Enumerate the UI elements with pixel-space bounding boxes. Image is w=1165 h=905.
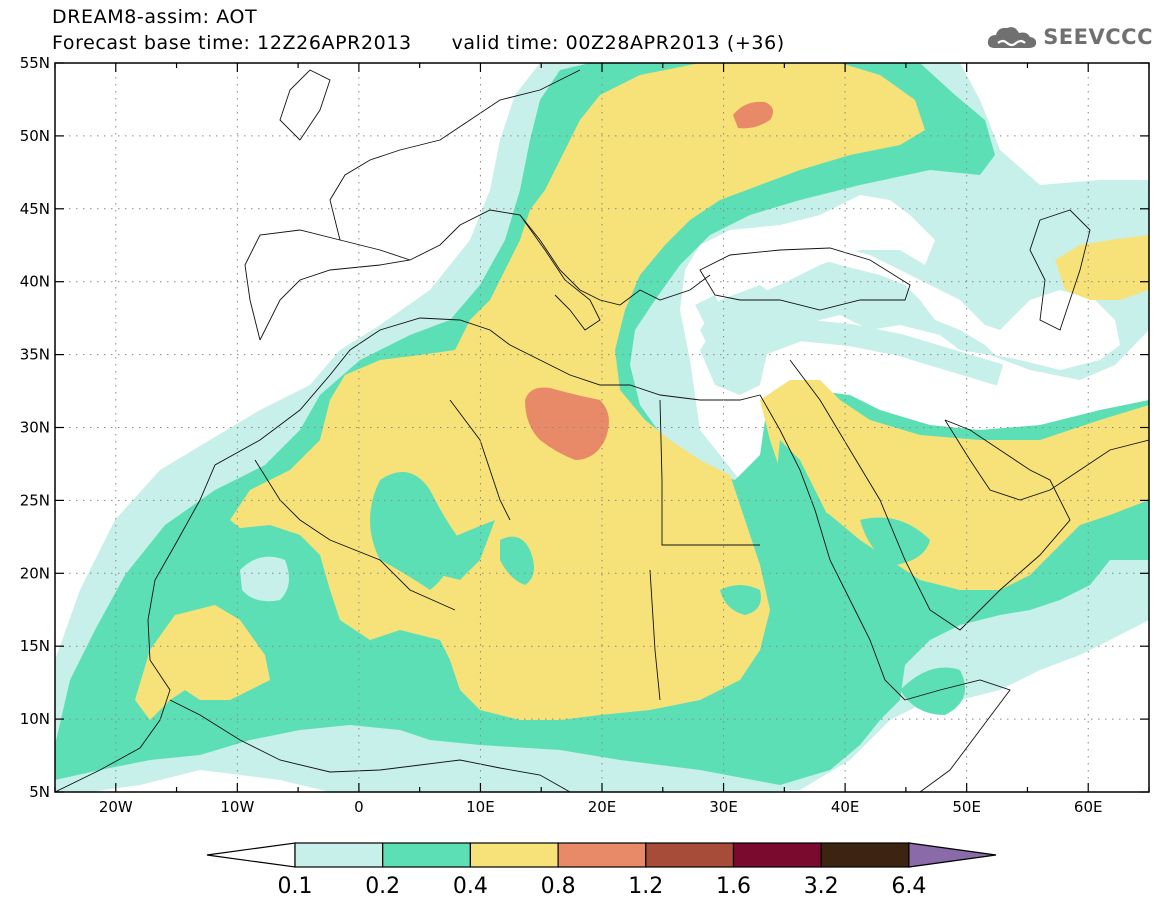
aot-hole-0.2-sahel	[435, 520, 495, 580]
lon-label: 40E	[831, 798, 860, 816]
valid-time-label: valid time: 00Z28APR2013 (+36)	[451, 32, 785, 54]
coast-red-sea	[759, 394, 906, 701]
aot-contour-0.1-ring	[695, 295, 1004, 386]
longitude-labels: 20W 10W 0 10E 20E 30E 40E 50E 60E	[99, 798, 1103, 816]
aot-hole-0.1-mauritania	[240, 556, 289, 602]
aot-contour-0.2-horn	[900, 667, 965, 715]
lon-label: 30E	[709, 798, 738, 816]
coast-horn	[904, 679, 1011, 792]
colorbar-labels: 0.1 0.2 0.4 0.8 1.2 1.6 3.2 6.4	[278, 874, 927, 899]
aot-low-region-black-sea	[700, 240, 1120, 370]
coast-italy	[519, 214, 601, 331]
colorbar-swatch	[820, 842, 910, 868]
aot-hole-0.2-sahara-west	[370, 472, 460, 590]
lon-label: 60E	[1074, 798, 1103, 816]
lat-label: 55N	[20, 54, 50, 72]
lat-label: 10N	[20, 710, 50, 728]
lat-label: 20N	[20, 564, 50, 582]
lat-label: 25N	[20, 491, 50, 509]
aot-hole-0.2-arabia	[860, 517, 930, 565]
coast-iberia	[244, 229, 411, 341]
seevccc-logo: SEEVCCC	[985, 22, 1153, 52]
colorbar-level-label: 6.4	[891, 874, 926, 899]
lat-label: 5N	[29, 783, 50, 801]
colorbar-swatch	[732, 842, 822, 868]
lon-label: 20W	[99, 798, 133, 816]
base-time-label: Forecast base time: 12Z26APR2013	[52, 32, 412, 54]
lat-label: 45N	[20, 200, 50, 218]
lon-label: 20E	[588, 798, 617, 816]
colorbar-swatch	[469, 842, 559, 868]
graticule	[55, 63, 1149, 792]
coastlines-borders	[55, 69, 1149, 792]
aot-hole-0.2-sahel-east	[720, 585, 761, 615]
border-saharan-lines	[254, 399, 760, 701]
lat-label: 40N	[20, 273, 50, 291]
colorbar-swatch	[645, 842, 735, 868]
lat-label: 35N	[20, 346, 50, 364]
logo-text: SEEVCCC	[1043, 25, 1153, 49]
coast-west-africa	[55, 317, 761, 792]
coast-france-uk	[279, 69, 581, 241]
colorbar-level-label: 0.8	[541, 874, 576, 899]
colorbar-level-label: 1.6	[716, 874, 751, 899]
colorbar-swatch-below	[206, 842, 296, 868]
aot-contour-0.8-libya	[525, 387, 609, 460]
axis-ticks	[54, 62, 1150, 793]
colorbar-swatch-above	[908, 842, 997, 868]
cloud-logo-icon	[988, 27, 1037, 48]
coast-caspian	[1029, 209, 1091, 331]
latitude-labels: 5N 10N 15N 20N 25N 30N 35N 40N 45N 50N 55N	[20, 54, 50, 801]
aot-contour-0.8-ukraine	[733, 101, 774, 129]
lon-label: 0	[354, 798, 364, 816]
colorbar-swatch	[382, 842, 472, 868]
colorbar-level-label: 3.2	[804, 874, 839, 899]
colorbar-level-label: 1.2	[628, 874, 663, 899]
lat-label: 30N	[20, 419, 50, 437]
colorbar	[206, 842, 997, 868]
lon-label: 50E	[952, 798, 981, 816]
colorbar-level-label: 0.4	[453, 874, 488, 899]
colorbar-swatch	[294, 842, 384, 868]
coast-gulf	[944, 419, 1149, 501]
coast-gulf-guinea	[169, 699, 571, 792]
lon-label: 10E	[466, 798, 495, 816]
colorbar-level-label: 0.2	[365, 874, 400, 899]
coast-black-sea	[699, 247, 911, 311]
time-info: Forecast base time: 12Z26APR2013 valid t…	[52, 32, 785, 54]
lon-label: 10W	[220, 798, 254, 816]
colorbar-swatch	[557, 842, 647, 868]
colorbar-level-label: 0.1	[278, 874, 313, 899]
map-title: DREAM8-assim: AOT	[52, 6, 258, 28]
lat-label: 15N	[20, 637, 50, 655]
coast-arabia	[789, 359, 1071, 631]
lat-label: 50N	[20, 127, 50, 145]
